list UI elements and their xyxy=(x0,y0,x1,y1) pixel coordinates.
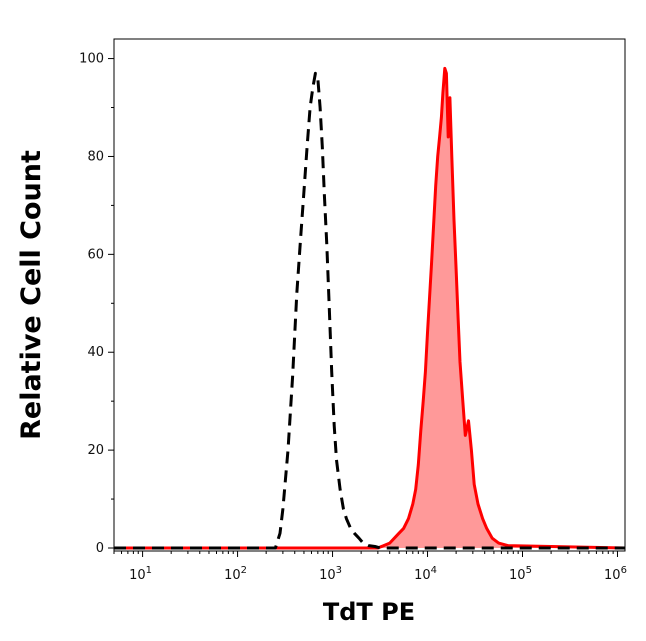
x-tick-label: 106 xyxy=(604,565,627,583)
y-tick-label: 0 xyxy=(96,541,104,556)
y-tick-label: 60 xyxy=(87,247,104,262)
y-axis-title: Relative Cell Count xyxy=(16,150,47,440)
y-tick-label: 40 xyxy=(87,345,104,360)
x-tick-label: 102 xyxy=(224,565,247,583)
x-tick-label: 103 xyxy=(319,565,342,583)
y-tick-label: 80 xyxy=(87,149,104,164)
x-axis: 101 102 103 104 105 106 xyxy=(113,551,627,583)
series-1-line xyxy=(114,66,626,550)
x-tick-label: 101 xyxy=(129,565,152,583)
y-tick-label: 100 xyxy=(79,52,104,67)
data-layer xyxy=(114,66,626,550)
plot-frame xyxy=(113,38,626,552)
x-tick-label: 105 xyxy=(509,565,532,583)
y-tick-label: 20 xyxy=(87,443,104,458)
x-axis-title: TdT PE xyxy=(323,598,415,626)
series-0-line xyxy=(114,71,625,550)
x-tick-label: 104 xyxy=(414,565,437,583)
y-axis: 0 20 40 60 80 100 xyxy=(79,52,114,556)
